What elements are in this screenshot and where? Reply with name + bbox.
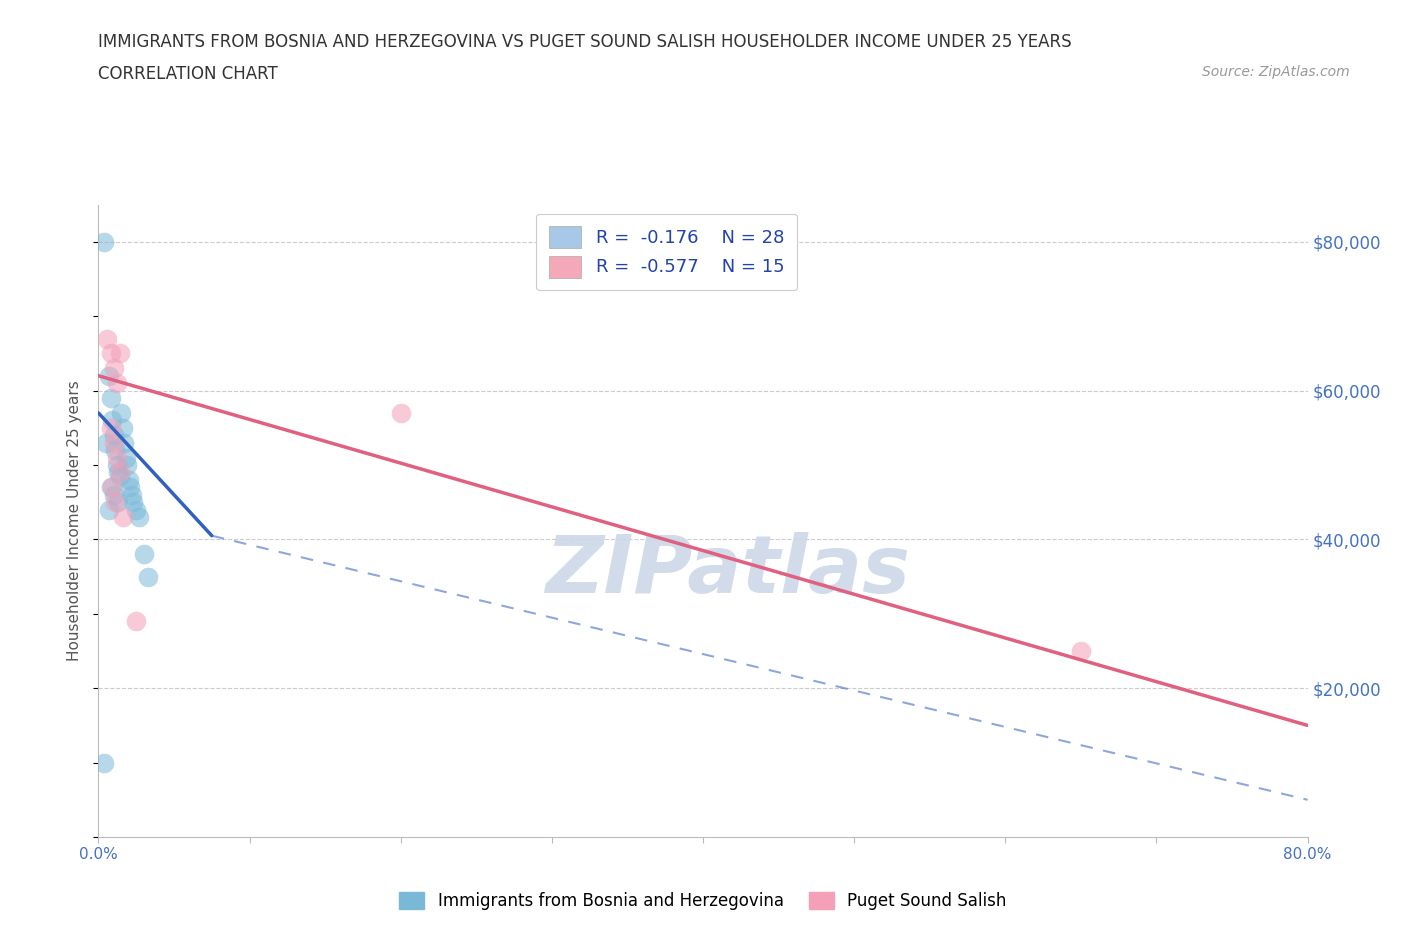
Point	[105, 376, 128, 391]
Point	[100, 391, 122, 405]
Point	[107, 495, 129, 510]
Point	[118, 472, 141, 487]
Point	[108, 469, 131, 484]
Point	[1070, 644, 1092, 658]
Point	[114, 450, 136, 465]
Text: IMMIGRANTS FROM BOSNIA AND HERZEGOVINA VS PUGET SOUND SALISH HOUSEHOLDER INCOME : IMMIGRANTS FROM BOSNIA AND HERZEGOVINA V…	[98, 33, 1071, 50]
Point	[108, 346, 131, 361]
Point	[136, 569, 159, 584]
Point	[105, 450, 128, 465]
Point	[103, 487, 125, 502]
Point	[107, 465, 129, 480]
Point	[121, 487, 143, 502]
Point	[98, 502, 121, 517]
Text: ZIPatlas: ZIPatlas	[544, 532, 910, 610]
Point	[125, 614, 148, 629]
Point	[111, 420, 134, 435]
Point	[115, 458, 138, 472]
Point	[104, 495, 127, 510]
Point	[94, 435, 117, 450]
Point	[103, 361, 125, 376]
Point	[112, 435, 135, 450]
Point	[132, 547, 155, 562]
Point	[100, 480, 122, 495]
Point	[389, 405, 412, 420]
Point	[101, 480, 124, 495]
Point	[108, 465, 131, 480]
Point	[103, 428, 125, 443]
Point	[111, 510, 134, 525]
Point	[105, 458, 128, 472]
Point	[120, 480, 142, 495]
Point	[100, 420, 122, 435]
Legend: Immigrants from Bosnia and Herzegovina, Puget Sound Salish: Immigrants from Bosnia and Herzegovina, …	[392, 885, 1014, 917]
Point	[110, 405, 132, 420]
Point	[128, 510, 150, 525]
Text: CORRELATION CHART: CORRELATION CHART	[98, 65, 278, 83]
Legend: R =  -0.176    N = 28, R =  -0.577    N = 15: R = -0.176 N = 28, R = -0.577 N = 15	[536, 214, 797, 290]
Point	[122, 495, 145, 510]
Point	[93, 755, 115, 770]
Point	[101, 413, 124, 428]
Point	[100, 346, 122, 361]
Text: Source: ZipAtlas.com: Source: ZipAtlas.com	[1202, 65, 1350, 79]
Point	[103, 435, 125, 450]
Point	[125, 502, 148, 517]
Point	[93, 234, 115, 249]
Y-axis label: Householder Income Under 25 years: Householder Income Under 25 years	[67, 380, 83, 661]
Point	[96, 331, 118, 346]
Point	[104, 443, 127, 458]
Point	[98, 368, 121, 383]
